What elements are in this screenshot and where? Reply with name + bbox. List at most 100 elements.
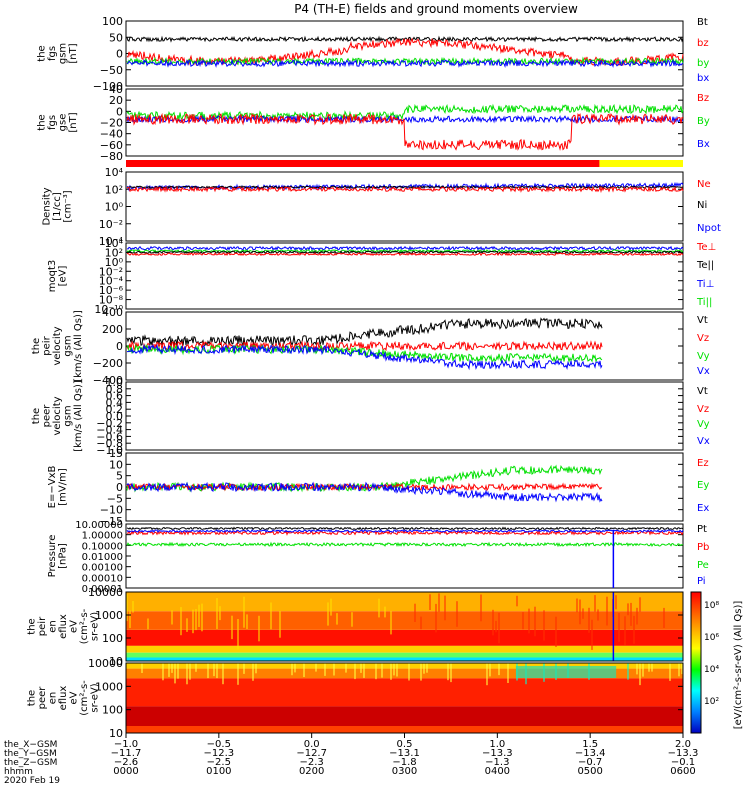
spectrogram-texture [393,663,395,676]
y-tick-label: 10⁻⁴ [99,275,124,288]
y-tick-label: 0.00010 [82,573,123,584]
spectrogram-texture [651,663,653,672]
spectrogram-texture [489,663,491,677]
panel-frame [125,171,684,242]
y-axis-label: (cm²-s- [79,680,90,716]
y-tick-label: −100 [93,80,123,93]
series-line-2 [126,529,684,534]
x-tick-label-y: −11.7 [111,748,142,759]
x-tick-label-y: −13.1 [389,748,420,759]
spectrogram-texture [681,663,683,675]
colorbar-gradient [690,591,702,734]
spectrogram-texture [294,663,296,673]
y-axis-label: en [48,620,59,633]
legend-black: Vt [697,315,708,326]
x-tick-label-x: 1.0 [489,739,505,750]
y-tick-label: −10 [100,504,123,517]
x-tick-label-x: 0.0 [304,739,320,750]
y-tick-label: 10² [105,246,123,259]
x-tick-label-hhmm: 0100 [206,766,231,777]
panel-density: 10⁴ 10² 10⁰ 10⁻² 10⁻⁴ Density [1/cc] [cm⁻³] Ne Ni… [42,166,721,248]
spectrogram-texture [591,619,593,650]
x-tick-label-hhmm: 0300 [392,766,417,777]
spectrogram-feature [515,666,617,678]
spectrogram-texture [243,596,245,628]
y-tick-label: 10.00000 [75,520,123,531]
series-line-2 [126,112,683,151]
spectrogram-texture [630,602,632,626]
y-tick-label: −50 [100,64,123,77]
spectrogram-texture [495,620,497,633]
y-tick-label: 20 [109,94,123,107]
y-tick-label: 0.4 [106,396,124,409]
y-axis-label: velocity [52,396,63,435]
spectrogram-texture [663,607,665,628]
y-tick-label: −60 [100,139,123,152]
y-tick-label: 100 [102,632,123,645]
legend-blue: Ex [697,503,709,514]
spectrogram-texture [627,603,629,616]
y-axis-label: the [27,690,38,706]
y-axis-label: [nPa] [57,543,68,569]
y-tick-label: 200 [102,323,123,336]
y-axis-label: sr-eV) [90,683,101,712]
y-tick-label: 10⁻² [99,218,123,231]
spectrogram-texture [636,663,638,675]
spectrogram-texture [180,607,182,636]
spectrogram-texture [420,616,422,630]
spectrogram-texture [396,663,398,677]
spectrogram-texture [618,613,620,642]
y-tick-label: −0.6 [96,430,123,443]
spectrogram-texture [456,601,458,627]
panel-frame [125,591,684,662]
y-axis-label: moqt3 [47,260,58,293]
y-tick-label: 0.00001 [82,584,123,595]
x-tick-label-hhmm: 0400 [485,766,510,777]
y-tick-label: 1.00000 [82,531,123,542]
spectrogram-texture [171,610,173,625]
spectrogram-texture [216,663,218,679]
y-axis-label: peir [42,335,53,355]
legend-red: Bz [697,93,709,104]
legend-green: By [697,116,710,127]
spectrogram-texture [246,614,248,629]
y-axis-label: [mV/m] [57,468,68,506]
colorbar-tick-label: 10⁶ [704,633,719,643]
y-axis-label: [km/s (All Qs)] [73,380,84,452]
y-tick-label: 0.0 [106,410,124,423]
y-tick-label: 10⁰ [105,256,124,269]
x-tick-label-x: −0.5 [207,739,231,750]
spectrogram-texture [207,663,209,679]
x-tick-label-y: −12.7 [296,748,327,759]
spectrogram-band [126,663,683,669]
x-tick-label-y: −13.3 [668,748,699,759]
spectrogram-texture [189,663,191,680]
spectrogram-texture [633,615,635,644]
legend-black: Ni [697,200,707,211]
x-tick-label-y: −12.3 [204,748,235,759]
x-tick-label-hhmm: 0600 [670,766,695,777]
panel-fgs-gsm: 100 50 0 −50 −100 the fgs gsm [nT] Bt bz by bx [36,15,709,93]
y-tick-label: −40 [100,128,123,141]
y-axis-label: E=−VxB [47,466,58,509]
spectrogram-texture [534,606,536,637]
y-axis-label: eflux [58,614,69,639]
y-axis-label: eV [69,691,80,704]
y-tick-label: 10⁻¹⁰ [94,303,123,316]
y-tick-label: −0.2 [96,417,123,430]
y-tick-label: 100 [102,704,123,717]
series-line-3 [126,541,684,548]
legend-green: Ey [697,480,709,491]
spectrogram-texture [360,663,362,673]
x-tick-label-z: −2.5 [207,757,231,768]
x-tick-label-z: −2.3 [300,757,324,768]
spectrogram-texture [480,594,482,622]
spectrogram-band [126,645,683,653]
y-tick-label: 100 [102,15,123,28]
colorbar-label: [eV/(cm²-s-sr-eV) (All Qs)] [733,601,744,730]
y-tick-label: 10⁻² [99,265,123,278]
spectrogram-texture [126,594,128,622]
spectrogram-texture [177,663,179,679]
